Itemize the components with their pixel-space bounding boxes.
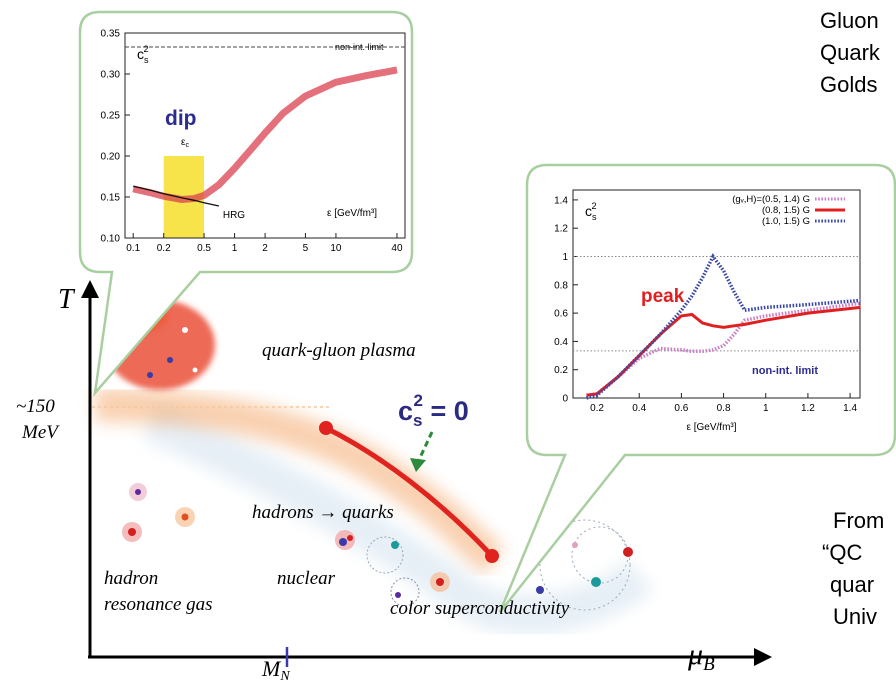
y-tick-label: 0.10 (101, 234, 121, 245)
annotation-limit: non-int. limit (752, 365, 818, 377)
annotation-dip: dip (165, 107, 197, 130)
axis-title: cs2 (585, 201, 597, 222)
series-label: HRG (223, 210, 245, 221)
region-label: nuclear (277, 568, 336, 589)
y-tick-label: 0.25 (101, 111, 121, 122)
side-text: Gluon (820, 8, 879, 33)
x-tick-label: 0.8 (717, 403, 731, 414)
t-label: T (58, 284, 76, 315)
y-tick-label: 0.8 (554, 280, 568, 291)
y-tick-label: 0.15 (101, 193, 121, 204)
x-tick-label: 1.4 (843, 403, 857, 414)
y-tick-label: 0.4 (554, 337, 568, 348)
y-tick-label: 0.35 (101, 29, 121, 40)
sub: s (592, 212, 597, 222)
region-label: hadrons → quarks (252, 502, 394, 523)
mu-axis-arrow (754, 648, 772, 666)
x-axis-title: ε [GeV/fm³] (687, 422, 737, 433)
x-tick-label: 1.2 (801, 403, 815, 414)
sup: 2 (592, 201, 597, 211)
region-label: resonance gas (104, 594, 213, 615)
x-tick-label: 0.2 (590, 403, 604, 414)
y-tick-label: 1.2 (554, 224, 568, 235)
mu-label: μB (687, 638, 715, 675)
x-tick-label: 1 (763, 403, 769, 414)
critical-label: cs2 = 0 (398, 391, 469, 430)
end-point (485, 549, 499, 563)
x-tick-label: 0.4 (632, 403, 646, 414)
annotation-limit: non-int. limit (335, 42, 384, 52)
side-text: From (833, 508, 884, 533)
sub: s (144, 55, 149, 65)
region-label: color superconductivity (390, 598, 570, 619)
axis-title: cs2 (137, 44, 149, 65)
y-tick-label: 0.2 (554, 365, 568, 376)
temperature-unit: MeV (21, 422, 60, 443)
side-text: Golds (820, 72, 877, 97)
x-tick-label: 0.5 (197, 243, 211, 254)
x-tick-label: 0.2 (157, 243, 171, 254)
annotation-peak: peak (641, 286, 685, 307)
x-tick-label: 10 (330, 243, 342, 254)
side-text: Univ (833, 604, 877, 629)
sup: 2 (144, 44, 149, 54)
end-point (319, 421, 333, 435)
x-tick-label: 2 (262, 243, 268, 254)
legend-label: (0.8, 1.5) G (762, 205, 810, 216)
y-tick-label: 1 (562, 252, 568, 263)
page: T ~150 MeV quark-gluon plasma cs2 = 0 ha… (0, 0, 896, 682)
t-axis-arrow (81, 280, 99, 298)
x-tick-label: 40 (391, 243, 403, 254)
side-text: Quark (820, 40, 881, 65)
x-axis-title: ε [GeV/fm³] (327, 208, 377, 219)
side-text: quar (830, 572, 874, 597)
temperature-value: ~150 (16, 396, 55, 417)
left-bubble (80, 12, 412, 393)
side-text: “QC (822, 540, 862, 565)
region-label: hadron (104, 568, 158, 589)
y-tick-label: 0 (562, 394, 568, 405)
legend-label: (1.0, 1.5) G (762, 216, 810, 227)
y-tick-label: 1.4 (554, 195, 568, 206)
arrow (418, 432, 432, 462)
region-label: quark-gluon plasma (262, 340, 416, 361)
x-tick-label: 0.6 (674, 403, 688, 414)
legend-label: (gᵥ,H)=(0.5, 1.4) G (732, 194, 810, 205)
y-tick-label: 0.20 (101, 152, 121, 163)
x-tick-label: 0.1 (126, 243, 140, 254)
y-tick-label: 0.30 (101, 70, 121, 81)
x-tick-label: 5 (303, 243, 309, 254)
arrow-head (410, 458, 426, 472)
x-tick-label: 1 (232, 243, 238, 254)
sub: c (185, 142, 189, 149)
y-tick-label: 0.6 (554, 309, 568, 320)
